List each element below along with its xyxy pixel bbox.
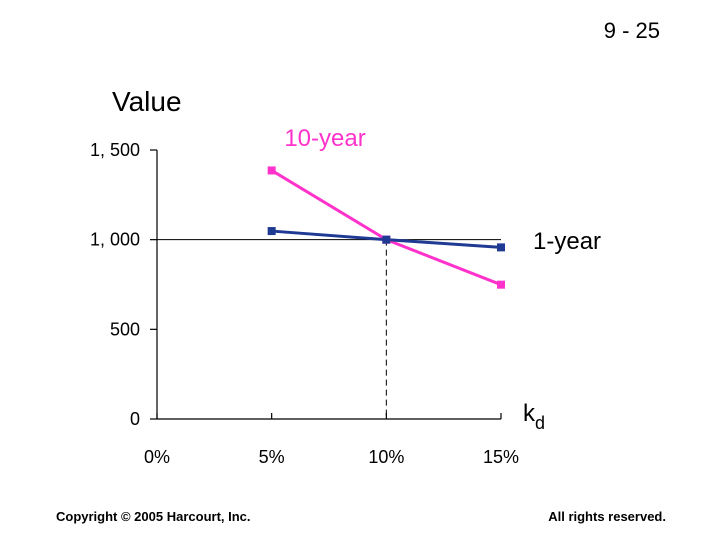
- slide-number: 9 - 25: [603, 18, 660, 43]
- copyright-text: Copyright © 2005 Harcourt, Inc.: [56, 509, 251, 524]
- series-label-1-year: 1-year: [533, 228, 601, 255]
- data-point-10-year: [267, 166, 276, 175]
- series-line-10-year: [270, 169, 502, 287]
- x-tick-label: 15%: [483, 447, 519, 467]
- data-point-1-year: [382, 235, 391, 244]
- x-axis-title: kd: [523, 400, 545, 433]
- y-axis-title: Value: [112, 86, 182, 117]
- x-tick-label: 5%: [259, 447, 285, 467]
- x-axis-title-main: k: [523, 400, 536, 427]
- y-tick-label: 500: [110, 319, 140, 339]
- x-tick-label: 10%: [368, 447, 404, 467]
- data-point-10-year: [497, 280, 505, 289]
- x-axis-title-sub: d: [535, 413, 545, 433]
- data-point-1-year: [497, 243, 505, 252]
- y-tick-label: 0: [130, 409, 140, 429]
- rights-text: All rights reserved.: [548, 509, 666, 524]
- data-point-1-year: [267, 227, 276, 236]
- series-label-10-year: 10-year: [284, 125, 365, 152]
- y-tick-label: 1, 500: [90, 140, 140, 160]
- x-tick-label: 0%: [144, 447, 170, 467]
- y-tick-label: 1, 000: [90, 230, 140, 250]
